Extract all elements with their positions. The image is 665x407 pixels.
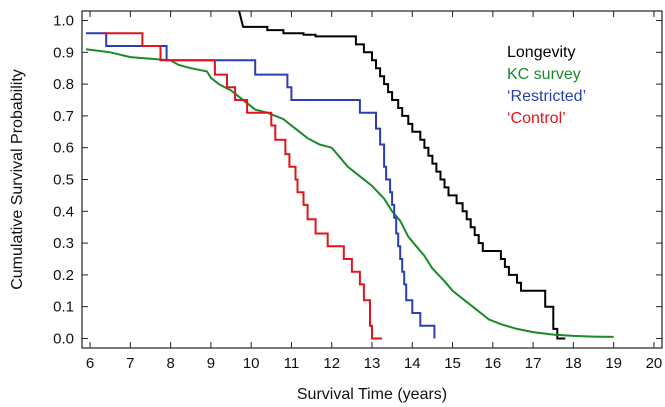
legend: Longevity KC survey ‘Restricted’ ‘Control’ <box>507 44 586 127</box>
y-tick-label: 0.3 <box>53 235 74 252</box>
x-tick-label: 15 <box>444 355 461 372</box>
y-tick-label: 0.5 <box>53 172 74 189</box>
y-tick-label: 0.4 <box>53 203 74 220</box>
axis-tick-labels: 6 7 8 9 10 11 12 13 14 15 16 17 18 19 20 0.0 0.1 0.2 0.3 0.… <box>53 13 662 372</box>
legend-longevity: Longevity <box>507 44 576 61</box>
x-tick-label: 17 <box>525 355 542 372</box>
longevity-line <box>238 11 566 340</box>
series-lines <box>85 11 614 340</box>
x-tick-label: 8 <box>166 355 174 372</box>
x-tick-label: 20 <box>646 355 663 372</box>
y-tick-label: 0.7 <box>53 108 74 125</box>
legend-kc-survey: KC survey <box>507 66 581 83</box>
y-tick-label: 0.0 <box>53 330 74 347</box>
y-tick-label: 0.1 <box>53 299 74 316</box>
x-tick-label: 13 <box>364 355 381 372</box>
legend-control: ‘Control’ <box>507 110 566 127</box>
x-tick-label: 19 <box>605 355 622 372</box>
kc-survey-line <box>85 48 614 338</box>
y-tick-label: 0.9 <box>53 44 74 61</box>
y-tick-label: 1.0 <box>53 13 74 30</box>
x-tick-label: 12 <box>323 355 340 372</box>
y-tick-label: 0.8 <box>53 76 74 93</box>
x-tick-label: 14 <box>404 355 421 372</box>
x-tick-label: 7 <box>126 355 134 372</box>
restricted-line <box>86 32 436 339</box>
y-tick-label: 0.2 <box>53 267 74 284</box>
x-tick-label: 18 <box>565 355 582 372</box>
x-tick-label: 6 <box>86 355 94 372</box>
x-tick-label: 9 <box>207 355 215 372</box>
plot-frame <box>81 10 663 349</box>
x-tick-label: 10 <box>243 355 260 372</box>
control-line <box>104 32 383 340</box>
legend-restricted: ‘Restricted’ <box>507 88 586 105</box>
x-tick-label: 11 <box>284 355 300 372</box>
x-tick-label: 16 <box>484 355 501 372</box>
x-axis-title: Survival Time (years) <box>297 386 447 403</box>
y-axis-title: Cumulative Survival Probability <box>9 69 26 290</box>
axis-ticks <box>82 11 662 348</box>
y-tick-label: 0.6 <box>53 140 74 157</box>
